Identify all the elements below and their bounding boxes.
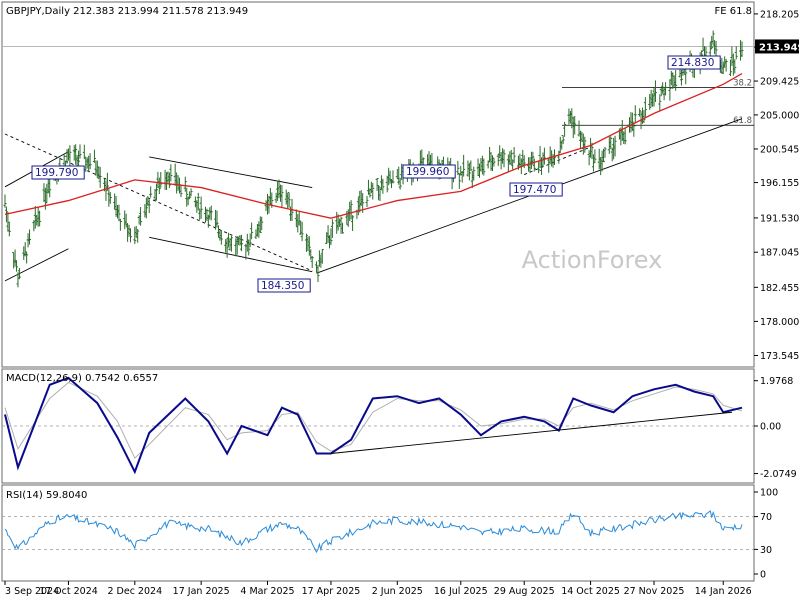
x-tick-label: 17 Jan 2025 xyxy=(173,586,230,597)
swing-label-197470-box xyxy=(509,182,563,197)
swing-label-184350-box xyxy=(257,278,311,293)
price-tick-label: 200.545 xyxy=(760,144,799,155)
x-tick-label: 14 Jan 2026 xyxy=(695,586,752,597)
early-channel-lower xyxy=(4,248,69,282)
price-tick-label: 182.455 xyxy=(760,283,799,294)
x-tick-label: 17 Apr 2025 xyxy=(302,586,361,597)
x-tick-label: 27 Nov 2025 xyxy=(624,586,685,597)
watermark: ActionForex xyxy=(522,246,663,274)
wedge-lower xyxy=(149,236,313,273)
symbol-header: GBPJPY,Daily 212.383 213.994 211.578 213… xyxy=(6,6,248,17)
fib-level-label: 38.2 xyxy=(733,78,752,88)
rsi-tick-label: 100 xyxy=(760,488,778,499)
swing-label-197470: 197.470 xyxy=(513,184,556,196)
rsi-tick-label: 70 xyxy=(760,512,772,523)
x-tick-label: 17 Oct 2024 xyxy=(39,586,98,597)
current-price-box xyxy=(755,39,799,54)
price-tick-label: 173.545 xyxy=(760,351,799,362)
macd-tick-label: 0.00 xyxy=(760,422,781,433)
current-price-label: 213.949 xyxy=(759,42,800,53)
macd-tick-label: -2.0749 xyxy=(760,469,797,480)
x-tick-label: 4 Mar 2025 xyxy=(240,586,294,597)
macd-title: MACD(12,26,9) 0.7542 0.6557 xyxy=(6,373,158,384)
fib-level-label: 61.8 xyxy=(733,116,752,126)
price-tick-label: 178.000 xyxy=(760,317,799,328)
price-tick-label: 205.000 xyxy=(760,110,799,121)
moving-average-line xyxy=(4,73,743,219)
macd-signal-line xyxy=(4,381,743,459)
rsi-panel xyxy=(1,484,755,582)
dashed-projection xyxy=(4,133,313,272)
price-panel xyxy=(1,1,755,368)
x-tick-label: 2 Jun 2025 xyxy=(372,586,423,597)
macd-trendline xyxy=(330,411,732,454)
swing-label-184350: 184.350 xyxy=(261,280,304,292)
swing-label-199790: 199.790 xyxy=(35,167,78,179)
x-tick-label: 29 Aug 2025 xyxy=(494,586,555,597)
rsi-line xyxy=(4,510,743,554)
macd-panel xyxy=(1,368,755,484)
macd-line xyxy=(4,376,743,475)
price-tick-label: 187.045 xyxy=(760,248,799,259)
swing-label-199960-box xyxy=(402,164,456,179)
x-tick-label: 16 Jul 2025 xyxy=(434,586,488,597)
swing-label-214830-box xyxy=(667,55,721,70)
x-tick-label: 3 Sep 2024 xyxy=(5,586,59,597)
rsi-tick-label: 0 xyxy=(760,570,766,581)
price-tick-label: 209.425 xyxy=(760,77,799,88)
price-tick-label: 218.205 xyxy=(760,9,799,20)
swing-label-214830: 214.830 xyxy=(671,57,714,69)
swing-label-199790-box xyxy=(31,165,85,180)
x-tick-label: 2 Dec 2024 xyxy=(107,586,162,597)
fe-label: FE 61.8 xyxy=(714,6,752,17)
price-tick-label: 196.155 xyxy=(760,178,799,189)
x-tick-label: 14 Oct 2025 xyxy=(561,586,620,597)
swing-label-199960: 199.960 xyxy=(406,166,449,178)
rsi-title: RSI(14) 59.8040 xyxy=(6,490,87,501)
wedge-upper xyxy=(149,156,313,189)
macd-tick-label: 1.9768 xyxy=(760,376,793,387)
price-tick-label: 191.530 xyxy=(760,213,799,224)
rsi-tick-label: 30 xyxy=(760,545,772,556)
